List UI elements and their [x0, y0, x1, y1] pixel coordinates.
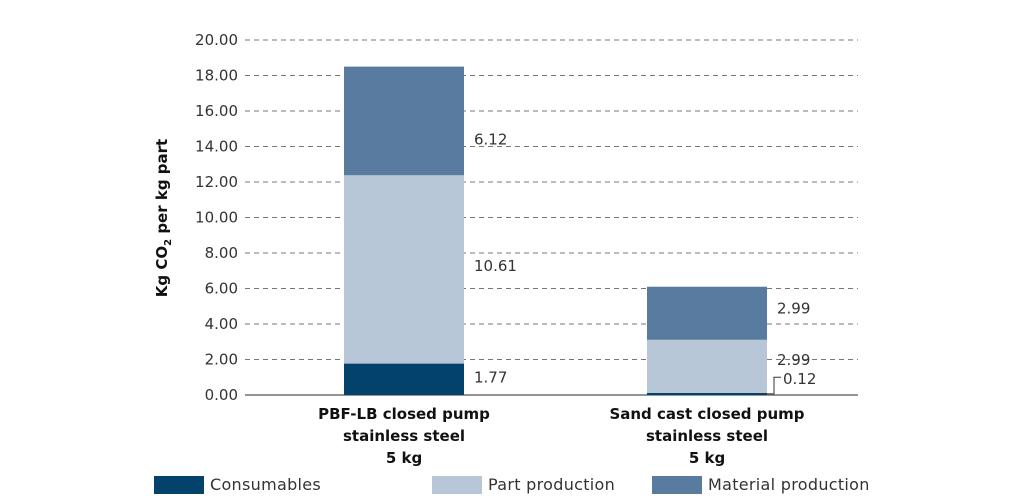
leader-line — [759, 376, 781, 395]
category-labels: PBF-LB closed pump stainless steel 5 kg San… — [318, 405, 805, 467]
legend-item-part-production: Part production — [432, 475, 615, 494]
y-tick-label: 16.00 — [195, 102, 238, 120]
y-tick-label: 6.00 — [205, 280, 238, 298]
y-tick-label: 0.00 — [205, 386, 238, 404]
data-label: 1.77 — [474, 369, 507, 387]
category-label: Sand cast closed pump — [609, 405, 804, 423]
y-tick-label: 10.00 — [195, 209, 238, 227]
y-tick-label: 2.00 — [205, 351, 238, 369]
data-label: 6.12 — [474, 131, 507, 149]
y-tick-label: 12.00 — [195, 173, 238, 191]
legend-item-material-production: Material production — [652, 475, 870, 494]
category-label: 5 kg — [689, 449, 725, 467]
y-axis-label-part: Kg CO — [153, 246, 171, 297]
legend-swatch — [154, 475, 204, 494]
legend-item-consumables: Consumables — [154, 475, 321, 494]
bars — [344, 66, 767, 395]
bar-segment — [344, 363, 464, 395]
legend-label: Consumables — [210, 475, 322, 494]
category-label: PBF-LB closed pump — [318, 405, 490, 423]
data-label: 2.99 — [777, 299, 810, 317]
y-tick-label: 8.00 — [205, 244, 238, 262]
legend-swatch — [652, 475, 702, 494]
y-axis-label: Kg CO2 per kg part — [153, 139, 174, 297]
legend-swatch — [432, 475, 482, 494]
y-tick-label: 14.00 — [195, 138, 238, 156]
bar-segment — [647, 339, 767, 393]
category-label: stainless steel — [646, 427, 768, 445]
bar-segment — [344, 66, 464, 176]
y-tick-label: 20.00 — [195, 31, 238, 49]
y-tick-label: 4.00 — [205, 315, 238, 333]
bar-segment — [344, 175, 464, 364]
data-label: 10.61 — [474, 257, 517, 275]
y-axis-ticks: 0.00 2.00 4.00 6.00 8.00 10.00 12.00 14.00 16.00… — [195, 31, 238, 404]
data-label: 2.99 — [777, 351, 810, 369]
y-tick-label: 18.00 — [195, 67, 238, 85]
y-axis-label-subscript: 2 — [163, 239, 174, 246]
category-label: stainless steel — [343, 427, 465, 445]
y-axis-label-part: per kg part — [153, 139, 171, 239]
legend-label: Part production — [488, 475, 616, 494]
stacked-bar-chart: 0.00 2.00 4.00 6.00 8.00 10.00 12.00 14.00 16.00… — [153, 31, 858, 467]
bar-segment — [647, 392, 767, 395]
data-label: 0.12 — [783, 370, 816, 388]
legend-label: Material production — [708, 475, 870, 494]
bar-segment — [647, 286, 767, 340]
category-label: 5 kg — [386, 449, 422, 467]
legend: Consumables Part production Material pro… — [0, 475, 1024, 499]
